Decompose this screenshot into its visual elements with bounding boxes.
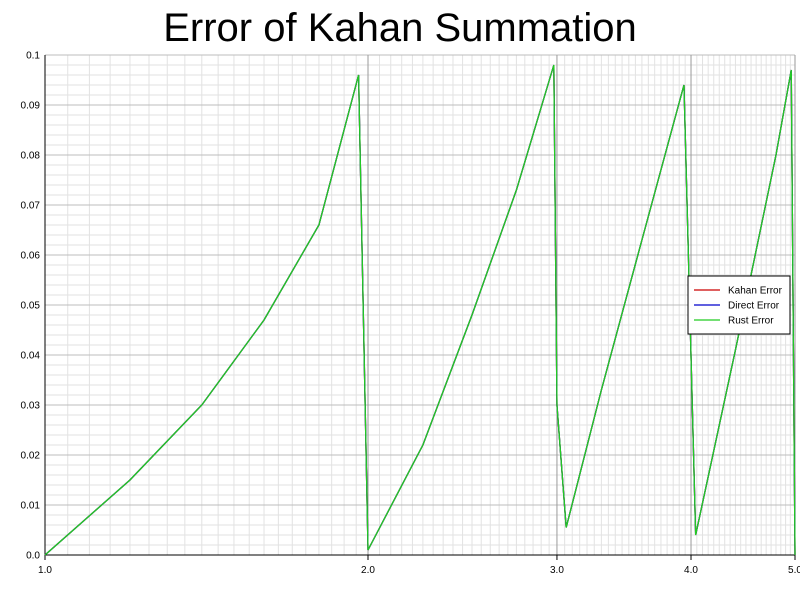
y-tick-label: 0.02 xyxy=(21,451,41,462)
y-tick-label: 0.06 xyxy=(21,251,41,262)
series-line-rust-error xyxy=(44,64,796,556)
x-tick-label: 4.0 xyxy=(684,565,698,576)
legend-label: Kahan Error xyxy=(728,286,783,297)
major-gridlines xyxy=(44,54,796,556)
y-tick-label: 0.08 xyxy=(21,151,41,162)
chart-title: Error of Kahan Summation xyxy=(163,6,637,50)
y-tick-label: 0.09 xyxy=(21,101,41,112)
legend: Kahan Error Direct Error Rust Error xyxy=(687,275,791,335)
y-tick-label: 0.01 xyxy=(21,501,41,512)
x-tick-label: 1.0 xyxy=(38,565,52,576)
series-line-kahan-error xyxy=(44,64,796,556)
series-line-direct-error xyxy=(44,64,796,556)
x-tick-label: 2.0 xyxy=(361,565,375,576)
x-tick-label: 5.0 xyxy=(788,565,800,576)
axes xyxy=(44,55,796,560)
legend-label: Direct Error xyxy=(728,301,780,312)
legend-label: Rust Error xyxy=(728,316,774,327)
y-tick-label: 0.0 xyxy=(26,551,40,562)
x-tick-label: 3.0 xyxy=(550,565,564,576)
series-lines xyxy=(44,64,796,556)
y-tick-label: 0.05 xyxy=(21,301,41,312)
y-tick-label: 0.07 xyxy=(21,201,41,212)
tick-labels: 0.0 0.01 0.02 0.03 0.04 0.05 0.06 0.07 0.08 0.09 0… xyxy=(21,51,800,577)
y-tick-label: 0.04 xyxy=(21,351,41,362)
y-tick-label: 0.03 xyxy=(21,401,41,412)
y-tick-label: 0.1 xyxy=(26,51,40,62)
